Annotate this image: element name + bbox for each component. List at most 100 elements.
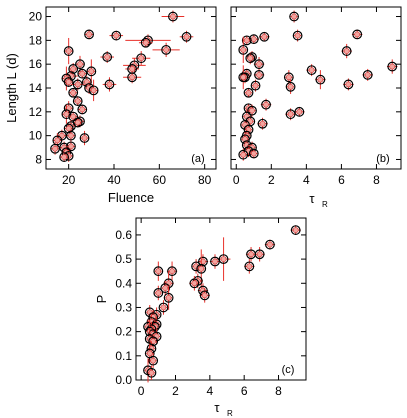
y-tick-label: 12: [29, 105, 43, 119]
data-point: [196, 263, 207, 274]
x-axis-label: Fluence: [108, 190, 154, 205]
data-point-fill: [70, 113, 77, 120]
x-tick-label: 20: [62, 173, 76, 187]
data-point: [158, 302, 169, 313]
data-point: [181, 31, 192, 42]
data-point: [199, 290, 210, 301]
data-point-fill: [191, 280, 198, 287]
data-point: [362, 69, 373, 80]
plot-frame: [135, 217, 307, 381]
panel-b-tau-vs-length: 0 2 4 6 8 τ R (b): [230, 6, 402, 209]
data-point-fill: [245, 89, 252, 96]
data-point-fill: [343, 48, 350, 54]
data-point-fill: [240, 151, 247, 158]
x-tick-label: 6: [338, 173, 345, 187]
x-tick-label: 6: [241, 384, 248, 398]
data-point: [189, 278, 200, 289]
data-point-fill: [129, 66, 136, 72]
data-point: [306, 65, 317, 76]
data-point: [238, 149, 249, 160]
y-tick-label: 0.0: [115, 373, 132, 387]
panel-label: (b): [376, 153, 389, 165]
data-point: [387, 61, 398, 72]
data-point: [79, 133, 90, 143]
data-point-fill: [256, 71, 262, 78]
data-point-fill: [261, 33, 268, 40]
data-point: [238, 44, 249, 55]
panel-c-tau-vs-p: 0 2 4 6 8 0.0 0.1 0.2 0.3 0.4 0.5 0.6 τ R P (c): [94, 217, 307, 418]
data-point-fill: [364, 71, 371, 78]
data-point: [257, 118, 268, 129]
y-tick-label: 0.5: [115, 252, 132, 266]
y-axis-label: Length L (d): [4, 53, 19, 123]
data-point: [283, 72, 294, 83]
data-point-fill: [74, 98, 81, 105]
data-point-fill: [90, 87, 97, 94]
data-point: [198, 256, 208, 267]
data-point: [146, 367, 157, 378]
x-axis-label-subscript: R: [322, 200, 328, 209]
data-point: [88, 85, 99, 96]
data-point-fill: [243, 37, 250, 44]
data-point-fill: [389, 63, 396, 70]
data-point-fill: [68, 143, 74, 150]
data-point-fill: [52, 145, 58, 152]
data-point-fill: [169, 268, 175, 275]
data-point-fill: [104, 54, 111, 60]
data-point: [148, 336, 159, 347]
data-point-fill: [54, 137, 61, 144]
data-point-fill: [317, 76, 324, 83]
data-point: [245, 53, 256, 64]
data-point: [290, 225, 301, 235]
data-point-fill: [252, 82, 259, 89]
x-tick-label: 80: [198, 173, 212, 187]
data-point-fill: [138, 55, 145, 62]
data-point: [136, 53, 147, 64]
data-point-fill: [79, 106, 86, 113]
data-point: [77, 104, 88, 115]
data-point-fill: [74, 81, 81, 88]
data-point: [285, 81, 296, 92]
data-point-fill: [88, 68, 95, 75]
data-point: [244, 261, 255, 272]
data-point: [148, 355, 159, 366]
x-axis-label-subscript: R: [227, 409, 233, 418]
data-point: [259, 31, 270, 42]
data-point: [254, 69, 264, 80]
y-tick-label: 18: [29, 33, 43, 47]
data-point: [292, 30, 303, 41]
data-point: [63, 46, 74, 56]
data-point: [86, 66, 97, 77]
data-point: [248, 34, 259, 45]
data-point-fill: [183, 33, 190, 40]
data-point-fill: [74, 119, 81, 126]
data-point: [68, 64, 79, 74]
data-point-fill: [155, 268, 162, 275]
data-point-fill: [170, 13, 176, 20]
data-point-fill: [250, 36, 257, 43]
data-point: [59, 152, 70, 162]
data-point: [285, 109, 296, 120]
y-tick-label: 16: [29, 57, 43, 71]
data-point-fill: [354, 31, 361, 38]
data-point-fill: [165, 294, 172, 301]
data-point: [111, 30, 122, 41]
x-tick-label: 2: [268, 173, 275, 187]
data-point: [63, 77, 74, 87]
data-point-fill: [106, 81, 113, 88]
data-point-fill: [247, 55, 254, 62]
data-point-fill: [285, 74, 292, 81]
data-point: [127, 72, 138, 83]
data-point: [140, 37, 151, 48]
data-point-fill: [70, 89, 77, 96]
data-point-fill: [148, 369, 155, 376]
data-point-fill: [162, 285, 169, 292]
data-point-fill: [240, 74, 247, 81]
x-tick-label: 60: [153, 173, 167, 187]
data-point-fill: [86, 31, 92, 38]
data-point: [153, 288, 164, 298]
data-point: [247, 105, 257, 116]
data-point-fill: [70, 66, 77, 72]
data-point-fill: [246, 263, 253, 270]
y-tick-label: 20: [29, 10, 43, 24]
